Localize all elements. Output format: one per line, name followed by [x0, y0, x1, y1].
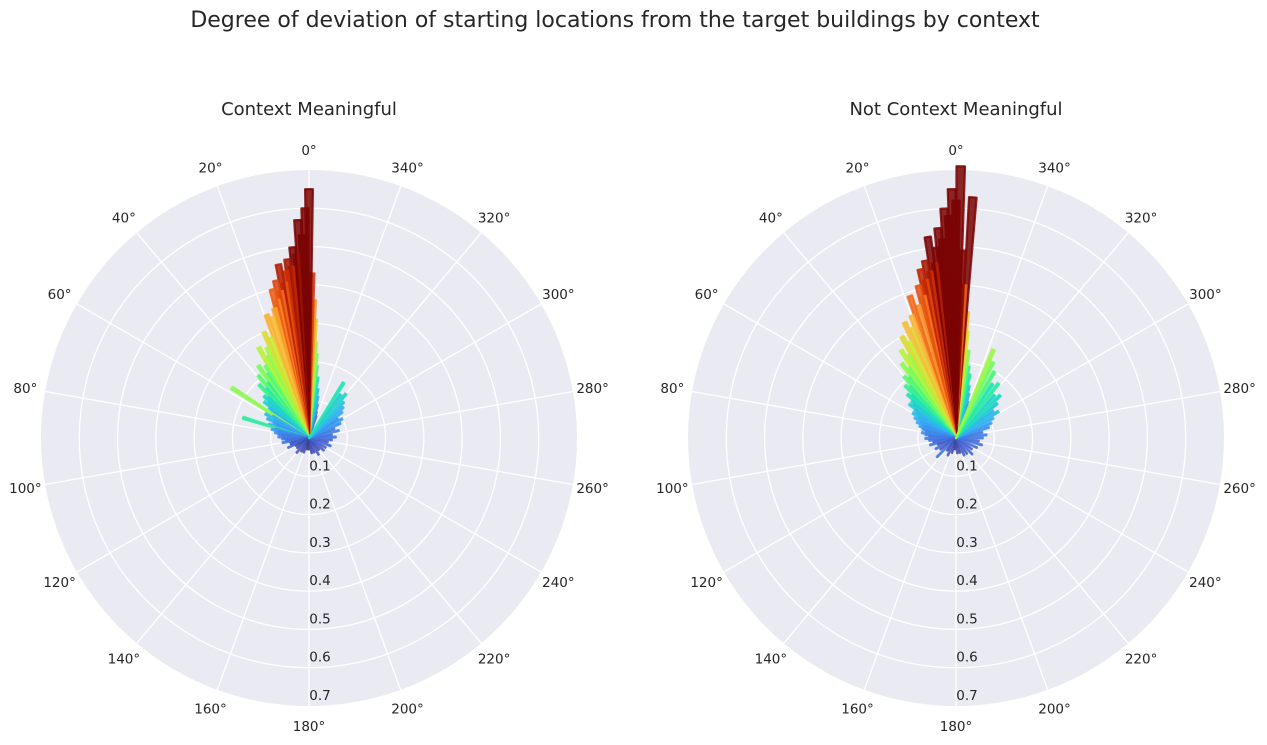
radial-tick-label: 0.3 — [309, 535, 330, 551]
angle-tick-label: 300° — [542, 287, 575, 303]
angle-tick-label: 220° — [1125, 652, 1158, 668]
angle-tick-label: 140° — [755, 652, 788, 668]
angular-gridline — [955, 437, 1189, 573]
angle-tick-label: 240° — [542, 575, 575, 591]
angle-tick-label: 300° — [1189, 287, 1222, 303]
polar-bar — [954, 348, 996, 440]
angle-tick-label: 60° — [48, 287, 72, 303]
angle-tick-label: 280° — [1223, 381, 1256, 397]
angle-tick-label: 180° — [940, 719, 973, 735]
angular-gridline — [308, 390, 574, 439]
angular-gridline — [955, 437, 1129, 644]
angle-tick-label: 200° — [1038, 702, 1071, 718]
angular-gridline — [136, 437, 310, 644]
angular-gridline — [955, 390, 1221, 439]
angular-gridline — [76, 437, 310, 573]
radial-tick-label: 0.7 — [309, 688, 330, 704]
radial-tick-label: 0.6 — [956, 650, 977, 666]
angle-tick-label: 80° — [660, 381, 684, 397]
radial-tick-label: 0.7 — [956, 688, 977, 704]
radial-tick-label: 0.1 — [309, 458, 330, 474]
radial-tick-label: 0.5 — [309, 611, 330, 627]
radial-tick-label: 0.6 — [309, 650, 330, 666]
angular-gridline — [955, 437, 1221, 486]
angular-gridline — [955, 185, 1049, 439]
angle-tick-label: 340° — [1038, 160, 1071, 176]
polar-bar — [954, 369, 997, 440]
panel-not-context-meaningful: Not Context Meaningful 0° 20° 40° 60° 80° 100… — [656, 99, 1256, 735]
angle-tick-label: 20° — [199, 160, 223, 176]
angular-gridline — [308, 437, 482, 644]
angle-tick-label: 20° — [846, 160, 870, 176]
angular-gridline — [44, 390, 310, 439]
angle-tick-label: 260° — [576, 481, 609, 497]
polar-bar — [307, 381, 346, 440]
angle-tick-label: 180° — [293, 719, 326, 735]
angle-tick-label: 220° — [478, 652, 511, 668]
angle-tick-label: 140° — [108, 652, 141, 668]
angle-tick-label: 160° — [841, 702, 874, 718]
angular-gridline — [691, 390, 957, 439]
bars — [230, 188, 348, 456]
radial-tick-label: 0.4 — [309, 573, 330, 589]
panel-title-context-meaningful: Context Meaningful — [221, 99, 397, 120]
angular-gridline — [308, 303, 542, 439]
angle-tick-label: 240° — [1189, 575, 1222, 591]
angle-tick-label: 100° — [9, 481, 42, 497]
radial-tick-label: 0.5 — [956, 611, 977, 627]
angle-tick-label: 200° — [391, 702, 424, 718]
polar-bar — [954, 436, 984, 440]
angle-tick-label: 340° — [391, 160, 424, 176]
panel-title-not-context-meaningful: Not Context Meaningful — [849, 99, 1062, 120]
radial-tick-label: 0.1 — [956, 458, 977, 474]
angular-gridline — [216, 437, 310, 691]
angular-gridline — [308, 185, 402, 439]
angle-tick-label: 320° — [1125, 210, 1158, 226]
angle-tick-label: 120° — [690, 575, 723, 591]
angular-gridline — [863, 437, 957, 691]
angle-tick-label: 60° — [695, 287, 719, 303]
angle-tick-label: 100° — [656, 481, 689, 497]
angle-tick-label: 0° — [301, 143, 316, 159]
angular-gridline — [783, 437, 957, 644]
angle-tick-label: 0° — [948, 143, 963, 159]
angular-gridline — [723, 437, 957, 573]
angle-tick-label: 260° — [1223, 481, 1256, 497]
angle-tick-label: 80° — [13, 381, 37, 397]
radial-tick-label: 0.4 — [956, 573, 977, 589]
angular-gridline — [44, 437, 310, 486]
angle-tick-label: 320° — [478, 210, 511, 226]
angle-tick-label: 120° — [43, 575, 76, 591]
angular-gridline — [955, 437, 1049, 691]
panel-context-meaningful: Context Meaningful 0° 20° 40° 60° 80° 100° 120… — [9, 99, 609, 735]
angle-tick-label: 40° — [112, 210, 136, 226]
radial-tick-label: 0.2 — [309, 497, 330, 513]
radial-tick-label: 0.2 — [956, 497, 977, 513]
angular-gridline — [308, 437, 542, 573]
angle-tick-label: 280° — [576, 381, 609, 397]
angular-gridline — [691, 437, 957, 486]
bars — [898, 165, 1002, 459]
angle-tick-label: 40° — [759, 210, 783, 226]
angular-gridline — [308, 437, 574, 486]
angle-tick-label: 160° — [194, 702, 227, 718]
angular-gridline — [308, 437, 402, 691]
radial-tick-label: 0.3 — [956, 535, 977, 551]
figure-title: Degree of deviation of starting location… — [190, 8, 1040, 33]
